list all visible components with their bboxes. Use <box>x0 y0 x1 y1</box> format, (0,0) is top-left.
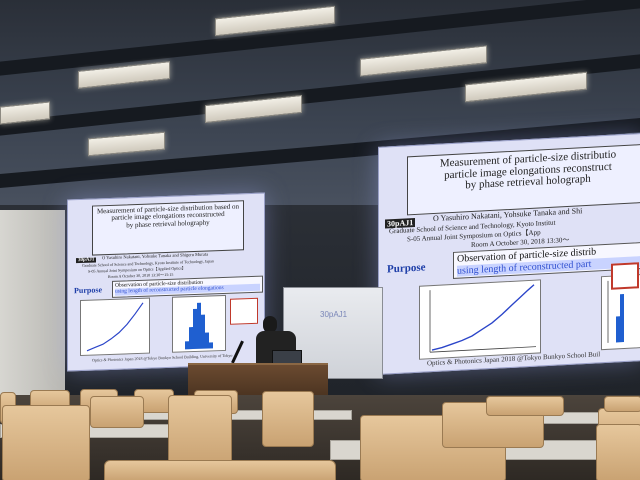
slide-title-box: Measurement of particle-size distributio… <box>407 143 640 216</box>
side-wall <box>0 210 65 400</box>
particle-image-inset <box>230 297 258 325</box>
projection-screen-right: Measurement of particle-size distributio… <box>378 133 640 375</box>
histogram-bar <box>620 294 624 343</box>
chair <box>262 391 314 447</box>
plot-line <box>86 302 144 352</box>
histogram-plot <box>601 274 640 351</box>
chair <box>604 396 640 412</box>
histogram-bar <box>197 302 201 349</box>
purpose-label: Purpose <box>387 261 426 276</box>
purpose-label: Purpose <box>74 285 102 296</box>
observation-box: Observation of particle-size distributio… <box>112 275 263 298</box>
particle-image-inset <box>611 262 639 290</box>
slide-title-box: Measurement of particle-size distributio… <box>92 200 244 256</box>
speaker-head <box>263 316 277 333</box>
histogram-bar <box>209 342 213 349</box>
cumulative-plot-svg <box>86 302 144 352</box>
projection-screen-left: Measurement of particle-size distributio… <box>67 192 265 372</box>
histogram-bar <box>205 332 209 349</box>
histogram-bar <box>189 327 193 350</box>
histogram-plot <box>172 294 226 353</box>
histogram-bar <box>193 308 197 350</box>
chair <box>90 396 144 428</box>
ceiling-light <box>88 131 165 157</box>
chair <box>486 396 564 416</box>
histogram-bar <box>185 341 189 350</box>
histogram-svg <box>607 280 624 343</box>
chair <box>2 405 90 480</box>
ceiling-beam <box>0 54 640 136</box>
histogram-bar <box>616 316 620 343</box>
cumulative-plot-svg <box>429 284 536 353</box>
chair <box>596 424 640 480</box>
plot-axis <box>430 346 536 353</box>
cumulative-plot <box>419 279 541 360</box>
plot-line <box>431 284 535 351</box>
histogram-bar <box>201 314 205 349</box>
chair <box>104 460 336 480</box>
chair <box>168 395 232 467</box>
whiteboard-text: 30pAJ1 <box>320 310 348 319</box>
histogram-svg <box>185 302 213 350</box>
cumulative-plot <box>80 297 150 357</box>
